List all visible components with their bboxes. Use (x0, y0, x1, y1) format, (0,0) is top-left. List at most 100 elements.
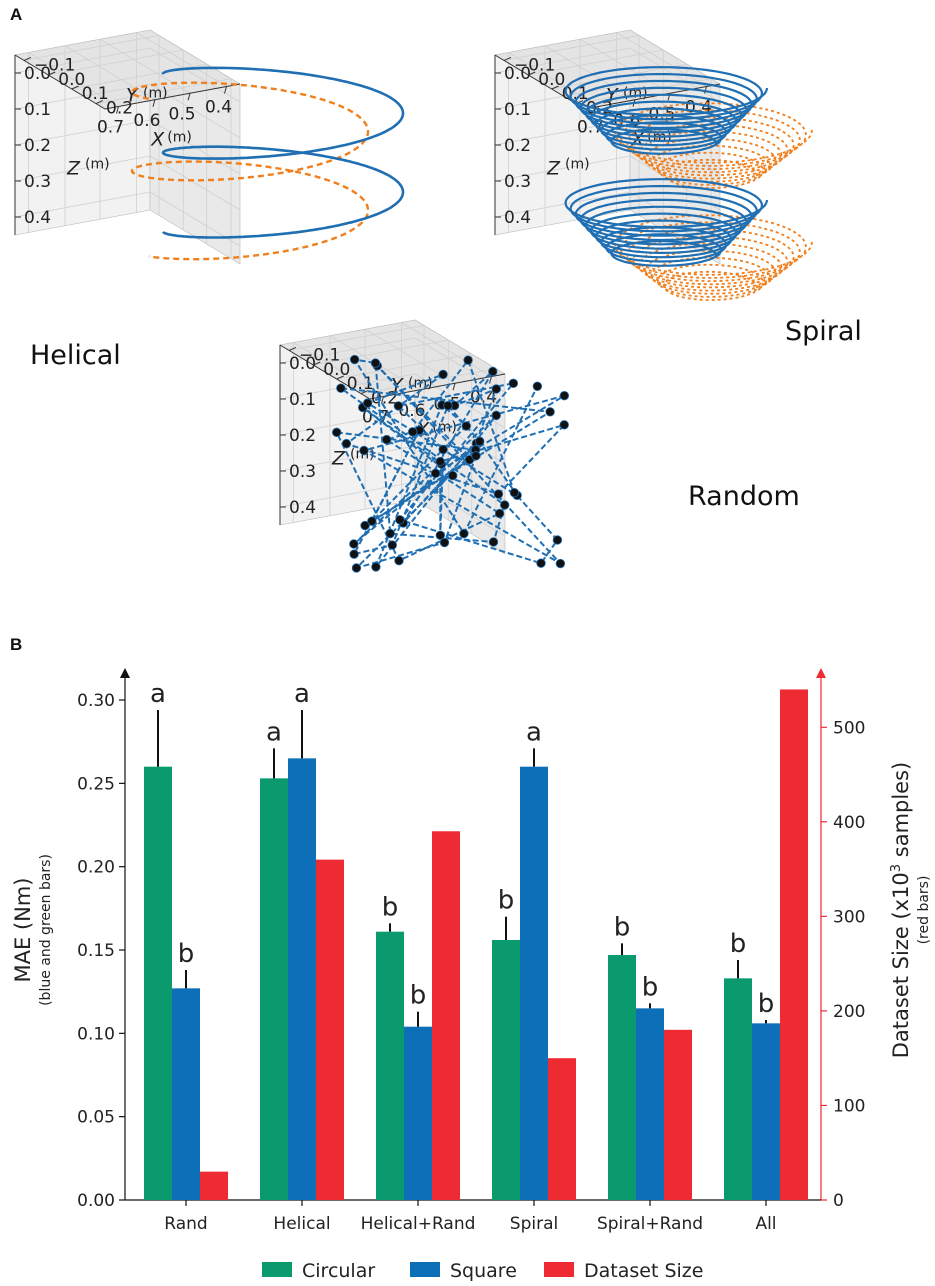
bar-square (404, 1026, 432, 1200)
random-waypoint (488, 537, 499, 547)
grid-line (579, 38, 671, 94)
x-tick (381, 396, 384, 404)
chart-legend: Circular Square Dataset Size (262, 1260, 703, 1282)
x-axis-label: X (150, 128, 165, 150)
bar-dataset-size (780, 689, 808, 1200)
z-tick-label: 0.2 (289, 426, 316, 446)
random-waypoint (359, 445, 369, 456)
significance-letter: b (730, 929, 747, 959)
random-waypoint (371, 562, 381, 572)
grid-line (14, 155, 151, 182)
grid-line (401, 322, 492, 377)
significance-letter: b (642, 972, 659, 1002)
y-tick (288, 346, 297, 351)
axis-line (369, 373, 506, 400)
significance-letter: a (266, 717, 282, 747)
y-tick (551, 85, 559, 90)
random-waypoint (491, 410, 501, 421)
grid-line (494, 155, 631, 182)
panel-letter-b: B (10, 635, 22, 654)
right-tick-label: 400 (833, 813, 865, 833)
right-tick-label: 0 (833, 1191, 844, 1211)
left-axis-title: MAE (Nm) (11, 878, 35, 983)
grid-line (279, 409, 416, 436)
grid-line (14, 83, 151, 110)
random-waypoint (532, 381, 543, 392)
x-tick (452, 383, 456, 391)
z-tick-label: 0.0 (289, 354, 316, 374)
x-axis-unit: (m) (167, 129, 192, 145)
z-tick-label: 0.0 (24, 64, 51, 84)
random-waypoint (447, 470, 458, 481)
grid-line (14, 191, 151, 218)
random-waypoint (349, 549, 359, 559)
x-tick-label: 0.4 (205, 98, 232, 118)
bar-square (288, 758, 316, 1200)
bar-dataset-size (664, 1029, 692, 1200)
grid-line (14, 119, 151, 146)
left-tick-label: 0.00 (77, 1191, 115, 1211)
random-waypoint (438, 369, 448, 380)
panel-letter-a: A (10, 5, 22, 24)
x-tick (152, 99, 156, 107)
random-waypoint (494, 508, 505, 519)
z-axis-label: Z (331, 448, 346, 470)
right-axis-arrow (816, 668, 826, 678)
random-waypoint (545, 407, 555, 417)
bar-circular (492, 940, 520, 1200)
random-waypoint (341, 438, 352, 449)
y-tick-label: 0.0 (323, 360, 350, 380)
significance-letter: b (614, 912, 631, 942)
random-waypoint (393, 401, 404, 411)
z-tick-label: 0.4 (289, 498, 316, 518)
random-waypoint (362, 398, 373, 408)
random-waypoint (475, 436, 485, 447)
random-label: Random (688, 481, 800, 512)
random-waypoint (463, 355, 473, 365)
random-waypoint (430, 468, 441, 479)
right-tick-label: 100 (833, 1096, 865, 1116)
right-axis-title-exponent: 3 (889, 864, 904, 872)
y-tick (95, 100, 104, 105)
left-axis-subtitle: (blue and green bars) (38, 854, 54, 1006)
z-axis-unit: (m) (565, 157, 590, 173)
random-waypoint (381, 434, 392, 445)
random-3d-plot: 0.00.10.20.30.4−0.10.00.10.20.40.50.60.7… (279, 319, 570, 573)
legend-label: Square (450, 1260, 517, 1282)
category-label: Rand (164, 1214, 207, 1234)
z-tick-label: 0.3 (504, 172, 531, 192)
y-tick (360, 390, 369, 395)
random-waypoint (395, 515, 405, 525)
z-tick-label: 0.3 (24, 172, 51, 192)
y-tick-label: −0.1 (514, 55, 555, 75)
random-waypoint (493, 489, 504, 499)
random-waypoint (508, 378, 519, 389)
y-tick (71, 85, 79, 90)
random-waypoint (491, 384, 501, 394)
x-tick-label: 0.6 (133, 111, 160, 131)
left-tick-label: 0.25 (77, 774, 115, 794)
left-tick-label: 0.15 (77, 941, 115, 961)
x-tick (224, 86, 227, 94)
spiral-label: Spiral (785, 316, 862, 347)
bar-dataset-size (548, 1058, 576, 1200)
bar-dataset-size (316, 859, 344, 1200)
random-waypoint (349, 354, 360, 365)
y-tick-label: 0.0 (58, 70, 85, 90)
bar-circular (376, 931, 404, 1200)
random-waypoint (407, 427, 418, 437)
helical-measured-trajectory (161, 66, 405, 239)
z-axis-unit: (m) (85, 157, 110, 173)
grid-line (279, 445, 416, 472)
x-tick-label: 0.6 (398, 401, 425, 421)
grid-line (279, 373, 416, 400)
z-tick-label: 0.2 (504, 136, 531, 156)
x-tick (187, 93, 191, 101)
legend-swatch (410, 1262, 440, 1277)
x-tick-label: 0.7 (97, 118, 124, 138)
y-tick (528, 71, 536, 76)
grid-line (149, 83, 241, 139)
random-waypoint (331, 427, 342, 438)
right-tick-label: 300 (833, 907, 865, 927)
z-tick-label: 0.4 (24, 208, 51, 228)
